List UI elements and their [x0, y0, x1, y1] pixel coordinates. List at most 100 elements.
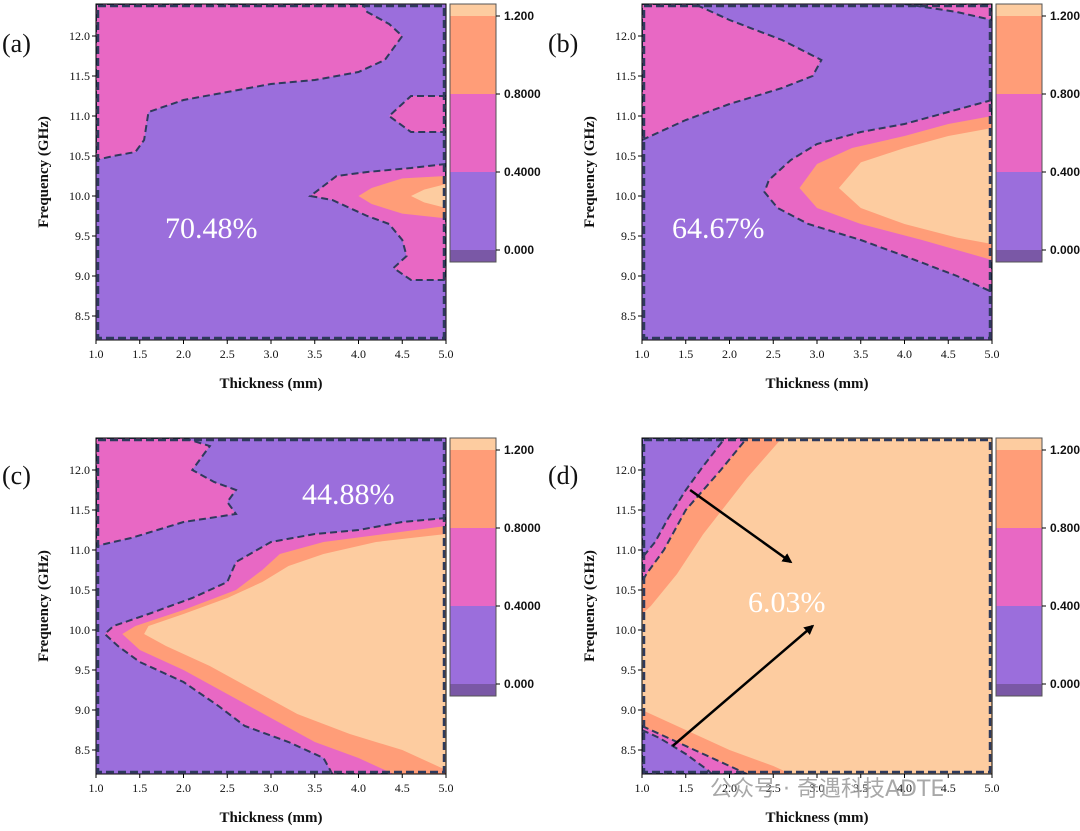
colorbar: 0.000 0.4000 0.8000 1.200	[995, 3, 1080, 263]
y-axis-title: Frequency (GHz)	[582, 116, 598, 228]
x-tick-label: 3.5	[307, 347, 322, 361]
x-tick-label: 4.5	[395, 781, 410, 795]
colorbar-segment	[450, 94, 496, 172]
colorbar-tick-label: 0.8000	[504, 87, 541, 101]
x-tick-label: 5.0	[439, 347, 454, 361]
y-tick-label: 11.5	[69, 503, 90, 517]
y-tick-label: 9.0	[75, 269, 90, 283]
absorption-percentage-label: 70.48%	[165, 212, 258, 245]
x-tick-label: 1.0	[635, 781, 650, 795]
colorbar-segment	[996, 684, 1042, 696]
y-axis-title: Frequency (GHz)	[36, 550, 52, 662]
y-tick-label: 9.0	[621, 269, 636, 283]
contour-plot	[96, 438, 446, 774]
y-tick-label: 11.0	[69, 543, 90, 557]
y-tick-label: 11.0	[615, 543, 636, 557]
x-axis-title: Thickness (mm)	[220, 810, 323, 826]
y-tick-label: 8.5	[75, 309, 90, 323]
annotation-arrow	[689, 488, 793, 564]
y-tick-label: 10.5	[69, 149, 90, 163]
panel-label: (b)	[548, 29, 578, 58]
x-tick-label: 3.5	[853, 781, 868, 795]
colorbar-tick-label: 1.200	[504, 9, 534, 23]
y-tick-label: 9.5	[621, 229, 636, 243]
colorbar-tick-label: 0.000	[504, 677, 534, 691]
colorbar-segment	[996, 94, 1042, 172]
colorbar-segment	[996, 528, 1042, 606]
colorbar-tick-label: 0.4000	[504, 599, 541, 613]
region-boundary	[96, 438, 446, 774]
colorbar-tick-label: 0.4000	[1050, 599, 1080, 613]
colorbar-tick-label: 0.000	[504, 243, 534, 257]
colorbar-frame	[995, 437, 1043, 697]
y-tick-label: 8.5	[621, 309, 636, 323]
colorbar-tick-label: 1.200	[1050, 443, 1080, 457]
x-tick-label: 4.5	[395, 347, 410, 361]
colorbar-tick-label: 0.8000	[1050, 521, 1080, 535]
y-tick-label: 10.0	[69, 623, 90, 637]
contour-region-0-4-0-8	[642, 4, 823, 142]
contour-region-0-4-0-8	[387, 95, 446, 133]
x-tick-label: 3.0	[810, 781, 825, 795]
x-axis-title: Thickness (mm)	[766, 376, 869, 392]
colorbar-segment	[450, 450, 496, 528]
x-tick-label: 3.0	[810, 347, 825, 361]
absorption-percentage-label: 64.67%	[672, 212, 765, 245]
colorbar-tick-label: 0.4000	[504, 165, 541, 179]
y-axis-title: Frequency (GHz)	[36, 116, 52, 228]
colorbar-tick-label: 0.8000	[504, 521, 541, 535]
x-tick-label: 5.0	[439, 781, 454, 795]
colorbar-frame	[449, 3, 497, 263]
y-tick-label: 9.5	[75, 663, 90, 677]
panel-d: 1.0 1.5 2.0 2.5 3.0 3.5 4.0 4.5 5.0 8.5 9.0 9.5 10.0…	[548, 437, 1080, 826]
colorbar-segment	[996, 172, 1042, 250]
colorbar: 0.000 0.4000 0.8000 1.200	[449, 437, 541, 697]
colorbar-segment	[450, 528, 496, 606]
colorbar-segment	[450, 250, 496, 262]
y-tick-label: 9.5	[621, 663, 636, 677]
y-tick-label: 10.5	[615, 583, 636, 597]
y-tick-label: 10.0	[69, 189, 90, 203]
x-tick-label: 4.5	[941, 347, 956, 361]
panel-label: (d)	[548, 461, 578, 490]
panel-b: 1.0 1.5 2.0 2.5 3.0 3.5 4.0 4.5 5.0 8.5 9.0 9.5 10.0…	[548, 3, 1080, 392]
colorbar-segment	[450, 684, 496, 696]
x-tick-label: 1.0	[635, 347, 650, 361]
colorbar-frame	[449, 437, 497, 697]
colorbar-tick-label: 0.8000	[1050, 87, 1080, 101]
y-tick-label: 10.0	[615, 623, 636, 637]
x-tick-label: 3.5	[307, 781, 322, 795]
y-tick-label: 11.5	[615, 503, 636, 517]
colorbar: 0.000 0.4000 0.8000 1.200	[449, 3, 541, 263]
contour-region-0-4-0-8	[96, 438, 238, 548]
x-tick-label: 4.0	[351, 347, 366, 361]
y-tick-label: 10.0	[615, 189, 636, 203]
x-tick-label: 1.5	[678, 347, 693, 361]
y-tick-label: 9.0	[75, 703, 90, 717]
x-tick-label: 5.0	[985, 781, 1000, 795]
x-tick-label: 2.0	[176, 347, 191, 361]
contour-region-0-0-0-4	[642, 728, 714, 774]
contour-region-1-2-	[411, 184, 446, 208]
colorbar-segment	[450, 172, 496, 250]
y-tick-label: 11.0	[615, 109, 636, 123]
x-tick-label: 2.0	[722, 781, 737, 795]
x-tick-label: 1.5	[678, 781, 693, 795]
y-tick-label: 9.5	[75, 229, 90, 243]
x-tick-label: 2.0	[176, 781, 191, 795]
x-tick-label: 4.5	[941, 781, 956, 795]
x-tick-label: 3.0	[264, 781, 279, 795]
y-tick-label: 9.0	[621, 703, 636, 717]
colorbar-segment	[996, 450, 1042, 528]
x-tick-label: 4.0	[897, 347, 912, 361]
y-tick-label: 10.5	[615, 149, 636, 163]
colorbar-tick-label: 1.200	[1050, 9, 1080, 23]
y-tick-label: 11.5	[615, 69, 636, 83]
colorbar-segment	[450, 16, 496, 94]
x-axis-title: Thickness (mm)	[220, 376, 323, 392]
contour-plot	[642, 438, 992, 774]
contour-region-0-4-0-8	[96, 4, 404, 162]
x-tick-label: 1.5	[132, 781, 147, 795]
x-tick-label: 4.0	[897, 781, 912, 795]
contour-plot	[96, 4, 446, 340]
